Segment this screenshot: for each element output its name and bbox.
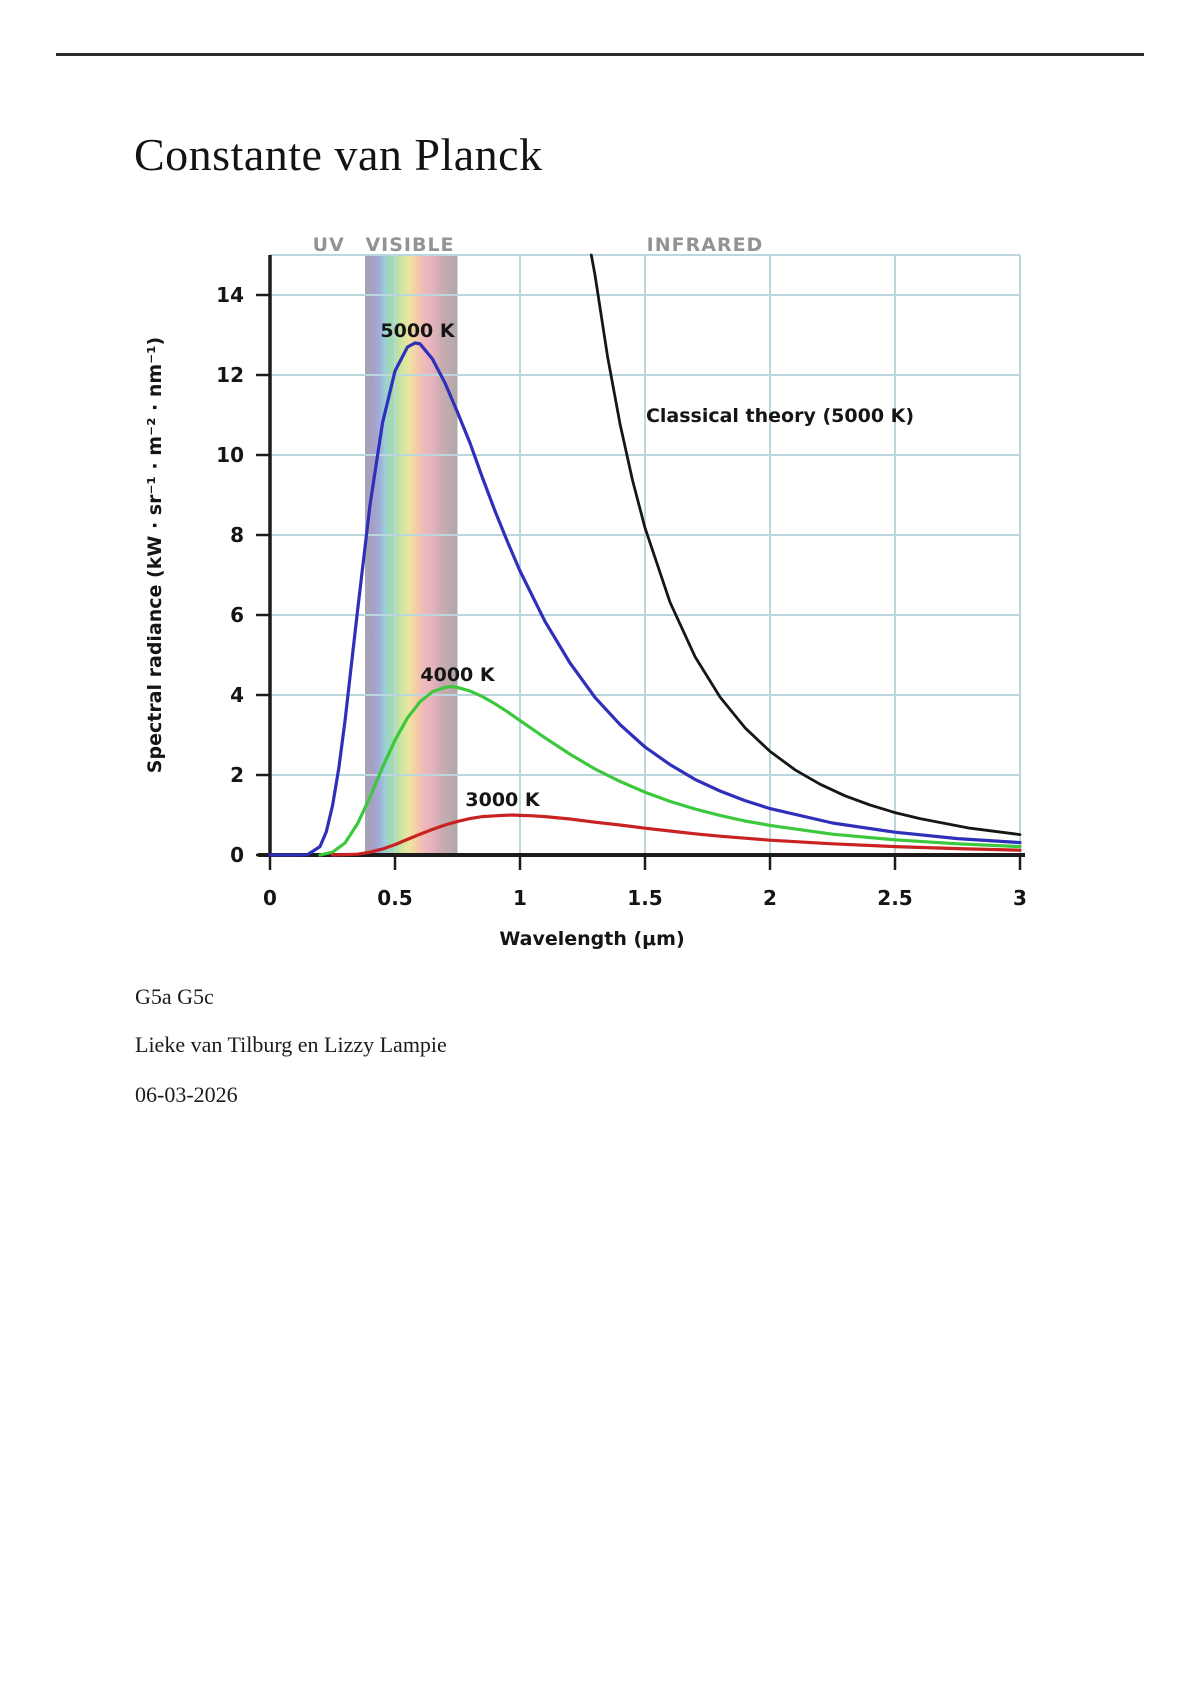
x-tick-label: 0.5 bbox=[377, 886, 412, 910]
x-tick-label: 1.5 bbox=[627, 886, 662, 910]
curve-5000-k bbox=[268, 341, 1022, 857]
header-rule bbox=[56, 53, 1144, 56]
x-tick-label: 3 bbox=[1013, 886, 1027, 910]
author-names: Lieke van Tilburg en Lizzy Lampie bbox=[135, 1032, 447, 1057]
curve-label-5000-k: 5000 K bbox=[380, 320, 455, 342]
page-title: Constante van Planck bbox=[134, 129, 543, 180]
region-label-uv: UV bbox=[313, 234, 345, 256]
blackbody-radiation-chart: 0 2 4 6 8 10 12 14 0 0.5 1 1.5 2 2.5 3 5000 K 4000 K 3000… bbox=[144, 234, 1027, 950]
curve-classical-theory-5000-k- bbox=[589, 253, 1022, 836]
date-line: 06-03-2026 bbox=[135, 1082, 238, 1107]
y-tick-label: 14 bbox=[216, 283, 244, 307]
curve-label-3000-k: 3000 K bbox=[465, 789, 540, 811]
x-tick-label: 2.5 bbox=[877, 886, 912, 910]
y-tick-label: 4 bbox=[230, 683, 244, 707]
y-tick-label: 12 bbox=[216, 363, 244, 387]
x-tick-label: 1 bbox=[513, 886, 527, 910]
curve-4000-k bbox=[318, 685, 1022, 857]
y-tick-label: 2 bbox=[230, 763, 244, 787]
x-tick-label: 0 bbox=[263, 886, 277, 910]
planck-chart-figure: 0 2 4 6 8 10 12 14 0 0.5 1 1.5 2 2.5 3 5000 K 4000 K 3000… bbox=[140, 218, 1040, 968]
region-label-infrared: INFRARED bbox=[647, 234, 764, 256]
class-codes: G5a G5c bbox=[135, 984, 214, 1009]
x-tick-label: 2 bbox=[763, 886, 777, 910]
curve-label-classical-theory-5000-k-: Classical theory (5000 K) bbox=[646, 405, 914, 427]
visible-spectrum-band bbox=[365, 255, 458, 855]
region-label-visible: VISIBLE bbox=[365, 234, 454, 256]
curve-label-4000-k: 4000 K bbox=[420, 664, 495, 686]
curve-3000-k bbox=[330, 813, 1022, 857]
y-axis-title: Spectral radiance (kW · sr⁻¹ · m⁻² · nm⁻… bbox=[144, 337, 166, 773]
x-axis-title: Wavelength (μm) bbox=[499, 928, 684, 950]
y-tick-label: 8 bbox=[230, 523, 244, 547]
y-tick-label: 6 bbox=[230, 603, 244, 627]
y-tick-label: 0 bbox=[230, 843, 244, 867]
y-tick-label: 10 bbox=[216, 443, 244, 467]
